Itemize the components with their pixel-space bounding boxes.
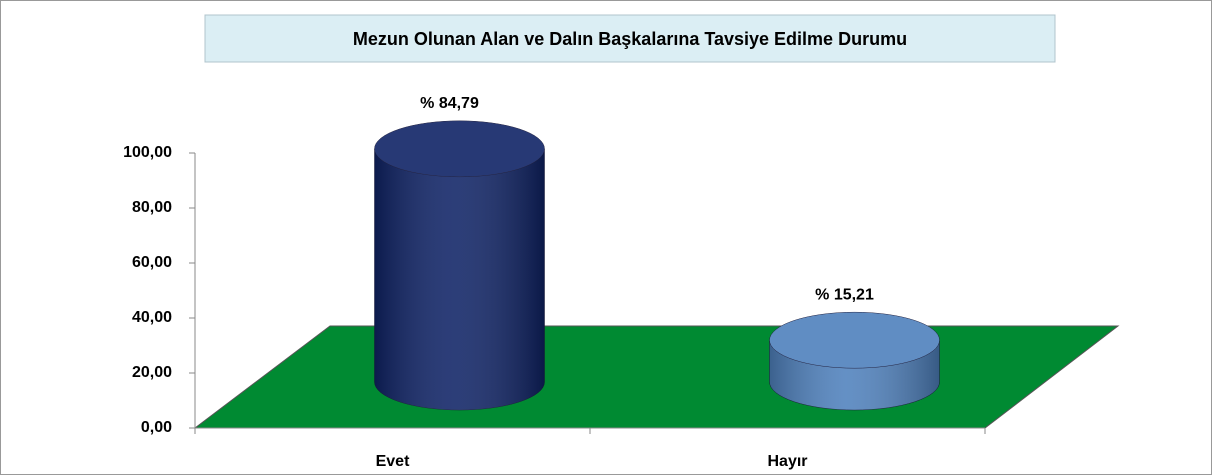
chart-title: Mezun Olunan Alan ve Dalın Başkalarına T…: [353, 29, 907, 49]
y-tick-label: 80,00: [132, 199, 172, 216]
bar-top-shade: [769, 312, 940, 369]
y-tick-label: 100,00: [123, 144, 172, 161]
bar-shade: [374, 148, 545, 410]
floor: [193, 325, 1120, 429]
x-tick-label: Hayır: [767, 453, 807, 470]
bar-top-shade: [374, 120, 545, 177]
y-tick-label: 40,00: [132, 309, 172, 326]
bar-top: [769, 311, 940, 369]
value-label: % 15,21: [815, 286, 874, 303]
title-box: [204, 14, 1056, 63]
bar-top: [374, 120, 545, 178]
x-tick-label: Evet: [376, 453, 410, 470]
y-tick-label: 60,00: [132, 254, 172, 271]
y-tick-label: 20,00: [132, 364, 172, 381]
y-tick-label: 0,00: [141, 419, 172, 436]
value-label: % 84,79: [420, 95, 479, 112]
